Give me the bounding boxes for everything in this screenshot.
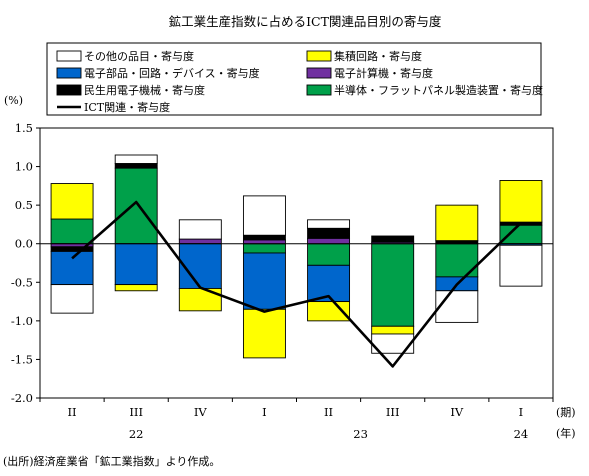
y-axis: 1.5 1.0 0.5 0.0 -0.5 -1.0 -1.5 -2.0 xyxy=(11,121,40,405)
bar-segment xyxy=(307,243,351,266)
bar-segment xyxy=(50,284,94,314)
legend-label: 民生用電子機械・寄与度 xyxy=(84,83,205,97)
bar-segment xyxy=(242,243,286,254)
legend-swatch xyxy=(56,84,82,96)
bar-segment xyxy=(307,227,351,239)
chart-title: 鉱工業生産指数に占めるICT関連品目別の寄与度 xyxy=(169,14,442,29)
bar-segment xyxy=(50,183,94,220)
bar-segment xyxy=(242,234,286,241)
legend-label: 電子計算機・寄与度 xyxy=(334,66,433,80)
bar-segment xyxy=(114,163,158,169)
bar-segment xyxy=(114,167,158,245)
bar-segment xyxy=(371,243,415,327)
y-tick-label: -1.0 xyxy=(11,314,33,328)
plot-area xyxy=(39,127,554,399)
y-unit-label: (%) xyxy=(4,94,23,107)
x-category-label: I xyxy=(262,405,267,419)
bar-segment xyxy=(371,235,415,243)
x-year-label: 22 xyxy=(129,427,144,441)
legend-swatch xyxy=(56,50,82,62)
y-tick-label: 1.5 xyxy=(15,121,33,135)
bar-segment xyxy=(307,264,351,303)
x-year-label: (年) xyxy=(556,426,576,440)
bar-segment xyxy=(499,180,543,223)
bar-segment xyxy=(178,243,222,289)
ict-total-line xyxy=(71,200,522,368)
legend-swatch xyxy=(306,84,332,96)
bar-segment xyxy=(307,237,351,245)
y-tick-label: 1.0 xyxy=(15,160,33,174)
bar-segment xyxy=(499,224,543,245)
legend-swatch xyxy=(306,67,332,79)
bar-segment xyxy=(178,238,222,245)
bar-segment xyxy=(435,290,479,323)
bar-segment xyxy=(114,154,158,164)
y-tick-label: 0.0 xyxy=(15,237,33,251)
legend-label: 半導体・フラットパネル製造装置・寄与度 xyxy=(334,83,543,97)
bar-segment xyxy=(178,219,222,240)
bar-segment xyxy=(242,308,286,359)
x-category-label: II xyxy=(324,405,333,419)
legend-swatch xyxy=(306,50,332,62)
bar-segment xyxy=(435,204,479,242)
legend-swatch xyxy=(56,67,82,79)
bar-segment xyxy=(114,284,158,292)
y-tick-label: -0.5 xyxy=(11,275,33,289)
x-category-label: I xyxy=(519,405,524,419)
legend-label: その他の品目・寄与度 xyxy=(84,49,194,63)
y-tick-label: -2.0 xyxy=(11,391,33,405)
legend-label: 電子部品・回路・デバイス・寄与度 xyxy=(84,66,260,80)
legend-label: ICT関連・寄与度 xyxy=(84,100,170,114)
x-period-label: (期) xyxy=(556,406,576,419)
legend-box xyxy=(46,42,542,116)
x-category-label: III xyxy=(386,405,400,419)
y-tick-label: -1.5 xyxy=(11,352,33,366)
bar-segment xyxy=(50,246,94,252)
legend-label: 集積回路・寄与度 xyxy=(334,49,422,63)
bar-segment xyxy=(114,243,158,286)
bar-segment xyxy=(242,252,286,310)
bar-segment xyxy=(50,218,94,245)
x-year-label: 24 xyxy=(514,427,529,441)
bar-segment xyxy=(307,219,351,229)
bar-segment xyxy=(499,244,543,287)
bar-segment xyxy=(242,195,286,236)
y-tick-label: 0.5 xyxy=(15,198,33,212)
bar-segment xyxy=(371,325,415,335)
x-category-label: IV xyxy=(450,405,464,419)
x-axis: II III IV I II III IV I22 23 24 xyxy=(39,398,554,441)
x-year-label: 23 xyxy=(353,427,368,441)
bar-segment xyxy=(50,250,94,286)
x-category-label: IV xyxy=(194,405,208,419)
source-note: (出所)経済産業省「鉱工業指数」より作成。 xyxy=(3,455,221,468)
bar-segment xyxy=(242,239,286,245)
x-category-label: II xyxy=(68,405,77,419)
x-category-label: III xyxy=(129,405,143,419)
